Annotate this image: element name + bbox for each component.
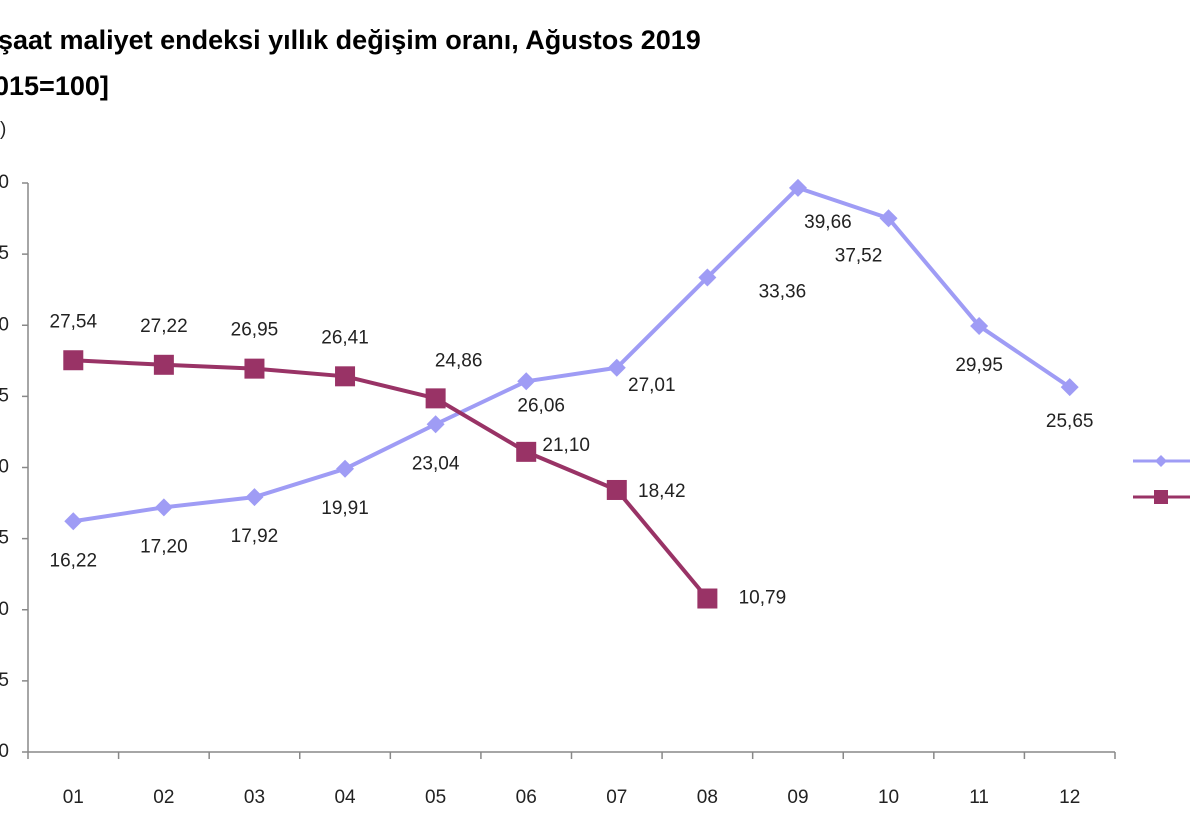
point	[788, 178, 807, 197]
point	[607, 358, 626, 377]
data-label: 27,01	[628, 375, 676, 396]
data-label: 26,06	[517, 395, 565, 416]
y-tick-label: 15	[0, 528, 9, 549]
point	[879, 209, 898, 228]
data-label: 37,52	[835, 245, 883, 266]
data-label: 26,95	[231, 320, 279, 341]
x-tick-label: 03	[244, 787, 265, 808]
x-tick-label: 12	[1059, 787, 1080, 808]
x-tick-label: 02	[153, 787, 174, 808]
data-label: 39,66	[804, 212, 852, 233]
point	[244, 358, 265, 379]
y-tick-label: 5	[0, 670, 9, 691]
point	[517, 372, 536, 391]
point	[245, 488, 264, 507]
point	[335, 366, 356, 387]
point	[698, 268, 717, 287]
y-tick-label: 25	[0, 385, 9, 406]
x-tick-label: 01	[63, 787, 84, 808]
y-axis-label: )	[0, 119, 6, 140]
data-label: 27,54	[50, 311, 98, 332]
y-tick-label: 40	[0, 172, 9, 193]
data-label: 10,79	[739, 588, 787, 609]
data-label: 23,04	[412, 453, 460, 474]
x-tick-label: 06	[516, 787, 537, 808]
point	[606, 479, 627, 500]
y-tick-label: 35	[0, 243, 9, 264]
data-label: 33,36	[759, 281, 807, 302]
data-label: 27,22	[140, 316, 188, 337]
x-tick-label: 09	[787, 787, 808, 808]
point	[516, 441, 537, 462]
data-label: 26,41	[321, 327, 369, 348]
x-tick-label: 04	[334, 787, 356, 808]
data-label: 17,20	[140, 536, 188, 557]
point	[970, 316, 989, 335]
point	[154, 498, 173, 517]
point	[336, 459, 355, 478]
data-label: 16,22	[50, 550, 98, 571]
data-label: 25,65	[1046, 411, 1094, 432]
legend-marker	[1155, 455, 1167, 467]
y-tick-label: 30	[0, 314, 9, 335]
point	[63, 350, 84, 371]
point	[697, 588, 718, 609]
data-label: 19,91	[321, 498, 369, 519]
series-line	[72, 185, 1071, 524]
data-label: 21,10	[542, 435, 590, 456]
data-label: 29,95	[955, 355, 1003, 376]
point	[425, 388, 446, 409]
point	[426, 415, 445, 434]
x-tick-label: 05	[425, 787, 446, 808]
y-tick-label: 0	[0, 741, 9, 762]
x-tick-label: 07	[606, 787, 627, 808]
point	[1060, 378, 1079, 397]
data-label: 17,92	[231, 526, 279, 547]
x-tick-label: 11	[969, 787, 989, 808]
data-label: 18,42	[638, 481, 686, 502]
chart-title: şaat maliyet endeksi yıllık değişim oran…	[0, 25, 701, 55]
data-label: 24,86	[435, 350, 483, 371]
point	[153, 354, 174, 375]
point	[64, 512, 83, 531]
chart-subtitle: 015=100]	[0, 71, 109, 101]
legend-marker	[1154, 490, 1168, 504]
y-tick-label: 20	[0, 457, 9, 478]
y-tick-label: 10	[0, 599, 9, 620]
x-tick-label: 10	[878, 787, 899, 808]
x-tick-label: 08	[697, 787, 718, 808]
series-line	[73, 358, 709, 600]
